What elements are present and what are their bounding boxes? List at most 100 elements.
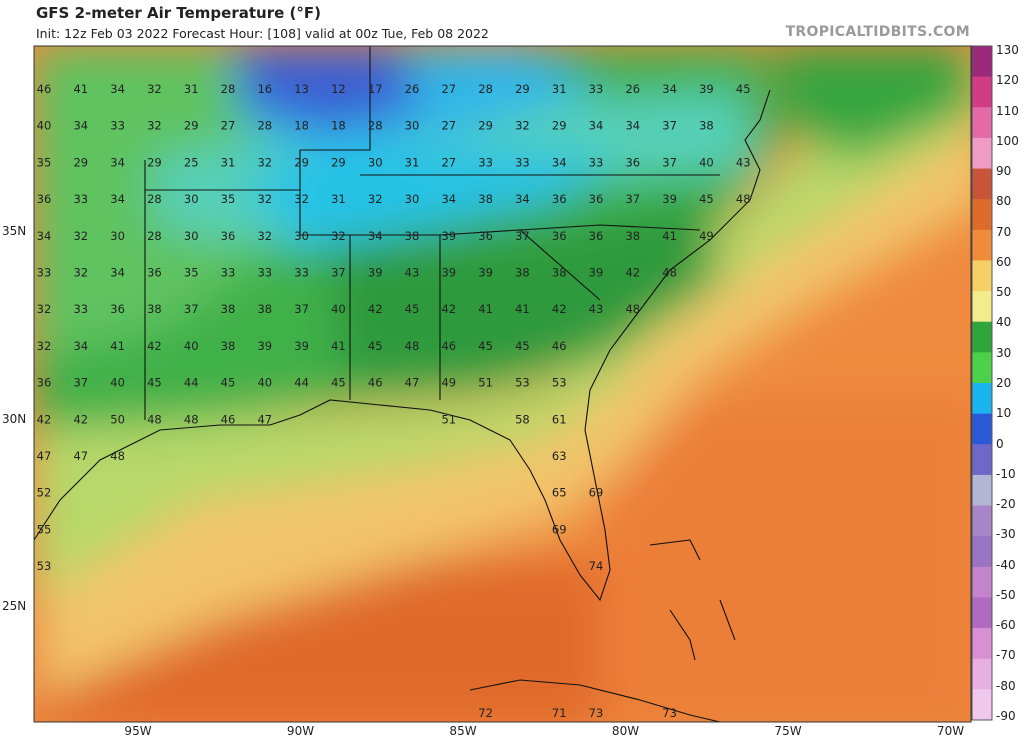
temperature-value: 32 (257, 155, 272, 169)
temperature-value: 37 (331, 266, 346, 280)
colorbar-segment (972, 229, 992, 261)
temperature-value: 30 (405, 192, 420, 206)
temperature-value: 42 (147, 339, 162, 353)
temperature-value: 37 (662, 119, 677, 133)
temperature-value: 45 (736, 82, 751, 96)
temperature-value: 28 (147, 229, 162, 243)
temperature-value: 32 (73, 266, 88, 280)
temperature-value: 29 (552, 119, 567, 133)
temperature-value: 34 (110, 82, 125, 96)
temperature-value: 52 (37, 486, 52, 500)
colorbar-segment (972, 352, 992, 384)
temperature-value: 27 (221, 119, 236, 133)
temperature-value: 45 (478, 339, 493, 353)
colorbar-segment (972, 76, 992, 108)
colorbar-label: -10 (996, 466, 1016, 481)
temperature-value: 29 (73, 155, 88, 169)
temperature-labels: 46 41 34 32 31 28 16 13 12 17 26 27 28 29 31 33 26 34 39 45… (37, 82, 751, 720)
temperature-value: 74 (589, 559, 604, 573)
colorbar-label: 100 (996, 133, 1019, 148)
map-title: GFS 2-meter Air Temperature (°F) (36, 4, 321, 22)
colorbar-label: 130 (996, 43, 1019, 57)
map-subtitle: Init: 12z Feb 03 2022 Forecast Hour: [10… (36, 26, 489, 41)
coastlines (34, 46, 771, 722)
temperature-value: 30 (184, 192, 199, 206)
temperature-value: 30 (110, 229, 125, 243)
temperature-value: 16 (257, 82, 272, 96)
lat-label: 30N (2, 411, 27, 426)
colorbar-segment (972, 321, 992, 353)
temperature-value: 18 (331, 119, 346, 133)
temperature-value: 45 (405, 302, 420, 316)
temperature-field (34, 46, 971, 722)
temperature-value: 61 (552, 412, 567, 426)
colorbar-segment (972, 168, 992, 200)
colorbar-label: -70 (996, 648, 1016, 663)
temperature-value: 41 (73, 82, 88, 96)
colorbar-segment (972, 505, 992, 537)
temperature-value: 32 (37, 339, 52, 353)
colorbar-segment (972, 658, 992, 690)
temperature-value: 34 (110, 192, 125, 206)
temperature-value: 33 (257, 266, 272, 280)
colorbar-label: 10 (996, 406, 1012, 421)
temperature-value: 39 (368, 266, 383, 280)
lon-label: 95W (124, 724, 152, 738)
temperature-value: 38 (221, 339, 236, 353)
temperature-value: 37 (625, 192, 640, 206)
temperature-value: 18 (294, 119, 309, 133)
temperature-value: 48 (184, 412, 199, 426)
temperature-value: 45 (368, 339, 383, 353)
temperature-value: 46 (441, 339, 456, 353)
temperature-value: 53 (515, 376, 530, 390)
colorbar-segment (972, 46, 992, 78)
temperature-value: 29 (331, 155, 346, 169)
temperature-value: 28 (257, 119, 272, 133)
temperature-value: 36 (110, 302, 125, 316)
temperature-value: 34 (37, 229, 52, 243)
temperature-value: 28 (147, 192, 162, 206)
temperature-value: 12 (331, 82, 346, 96)
temperature-value: 32 (257, 192, 272, 206)
temperature-value: 39 (699, 82, 714, 96)
temperature-value: 32 (37, 302, 52, 316)
colorbar-segment (972, 689, 992, 721)
temperature-value: 48 (736, 192, 751, 206)
temperature-value: 40 (257, 376, 272, 390)
temperature-value: 37 (73, 376, 88, 390)
colorbar-label: -40 (996, 557, 1016, 572)
temperature-value: 29 (294, 155, 309, 169)
temperature-value: 41 (662, 229, 677, 243)
temperature-value: 34 (368, 229, 383, 243)
temperature-value: 13 (294, 82, 309, 96)
temperature-value: 36 (37, 376, 52, 390)
colorbar-label: 40 (996, 315, 1012, 330)
temperature-value: 30 (294, 229, 309, 243)
temperature-value: 31 (184, 82, 199, 96)
temperature-value: 32 (257, 229, 272, 243)
temperature-value: 40 (331, 302, 346, 316)
temperature-value: 53 (552, 376, 567, 390)
temperature-value: 26 (625, 82, 640, 96)
temperature-value: 46 (368, 376, 383, 390)
lon-label: 90W (286, 724, 315, 738)
colorbar-label: -20 (996, 497, 1016, 512)
temperature-value: 34 (441, 192, 456, 206)
temperature-value: 33 (515, 155, 530, 169)
lat-label: 25N (2, 599, 27, 613)
temperature-value: 39 (441, 266, 456, 280)
lon-label: 85W (449, 724, 477, 738)
temperature-value: 73 (589, 706, 604, 720)
temperature-value: 38 (625, 229, 640, 243)
colorbar-label: -80 (996, 678, 1016, 693)
colorbar-segment (972, 260, 992, 292)
temperature-value: 39 (294, 339, 309, 353)
temperature-value: 32 (147, 119, 162, 133)
temperature-value: 34 (73, 339, 88, 353)
temperature-value: 65 (552, 486, 567, 500)
colorbar-segment (972, 383, 992, 415)
temperature-value: 32 (331, 229, 346, 243)
temperature-value: 27 (441, 82, 456, 96)
credit-text: TROPICALTIDBITS.COM (785, 24, 970, 40)
colorbar-label: 0 (996, 436, 1004, 451)
